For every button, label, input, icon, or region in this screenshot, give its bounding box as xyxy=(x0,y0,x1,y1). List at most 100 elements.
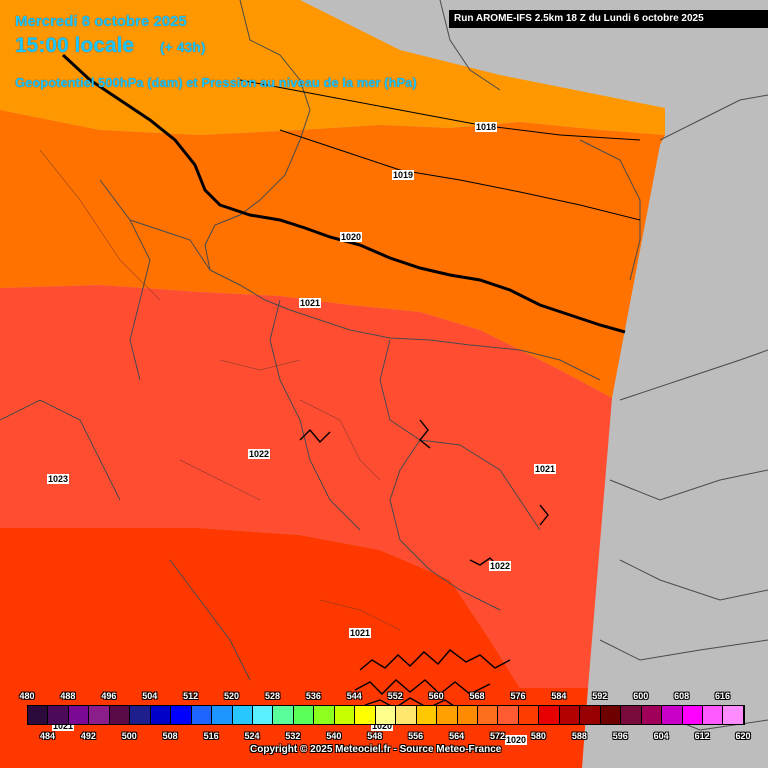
band-576 xyxy=(0,285,612,688)
scale-swatch xyxy=(375,706,397,724)
scale-label-bottom: 556 xyxy=(408,731,424,741)
scale-label-bottom: 548 xyxy=(367,731,383,741)
scale-label-bottom: 540 xyxy=(326,731,342,741)
scale-swatch xyxy=(539,706,560,724)
scale-label-bottom: 588 xyxy=(571,731,587,741)
isobar-label: 1020 xyxy=(504,735,528,745)
scale-label-bottom: 604 xyxy=(653,731,669,741)
scale-label-top: 616 xyxy=(715,691,731,701)
scale-label-top: 488 xyxy=(60,691,76,701)
country-borders xyxy=(0,0,768,731)
scale-swatch xyxy=(498,706,519,724)
scale-label-bottom: 484 xyxy=(39,731,55,741)
scale-label-bottom: 612 xyxy=(694,731,710,741)
scale-swatch xyxy=(723,706,744,724)
scale-swatch xyxy=(130,706,151,724)
scale-label-top: 576 xyxy=(510,691,526,701)
band-568 xyxy=(0,0,665,135)
forecast-time: 15:00 locale xyxy=(15,34,135,57)
scale-swatch xyxy=(396,706,417,724)
scale-swatch xyxy=(314,706,335,724)
scale-label-top: 520 xyxy=(224,691,240,701)
scale-label-top: 480 xyxy=(19,691,35,701)
scale-swatch xyxy=(641,706,663,724)
scale-swatch xyxy=(580,706,601,724)
isobar-1020-line xyxy=(61,53,626,334)
scale-label-bottom: 508 xyxy=(162,731,178,741)
scale-swatch xyxy=(68,706,90,724)
scale-swatch xyxy=(89,706,110,724)
scale-label-bottom: 524 xyxy=(244,731,260,741)
scale-label-bottom: 572 xyxy=(489,731,506,741)
scale-label-top: 496 xyxy=(101,691,117,701)
scale-label-bottom: 564 xyxy=(449,731,465,741)
scale-swatch xyxy=(600,706,622,724)
scale-swatch xyxy=(334,706,356,724)
forecast-offset: (+ 43h) xyxy=(160,39,206,55)
scale-label-top: 552 xyxy=(387,691,403,701)
scale-label-bottom: 500 xyxy=(121,731,137,741)
scale-label-bottom: 492 xyxy=(80,731,96,741)
scale-swatch xyxy=(702,706,724,724)
scale-swatch xyxy=(191,706,213,724)
scale-swatch xyxy=(171,706,192,724)
isobar-label: 1020 xyxy=(339,232,363,242)
scale-swatch xyxy=(662,706,683,724)
band-572 xyxy=(0,110,665,398)
scale-label-bottom: 516 xyxy=(203,731,219,741)
scale-swatch xyxy=(212,706,233,724)
scale-swatch xyxy=(48,706,69,724)
scale-label-bottom: 620 xyxy=(735,731,751,741)
scale-swatch xyxy=(437,706,458,724)
regional-lines xyxy=(39,149,401,631)
scale-label-bottom: 580 xyxy=(530,731,546,741)
isobar-label: 1021 xyxy=(533,464,557,474)
scale-swatch xyxy=(518,706,540,724)
isobar-label: 1022 xyxy=(488,561,512,571)
isobar-label: 1021 xyxy=(51,721,75,731)
isobar-label: 1021 xyxy=(348,628,372,638)
scale-label-bottom: 532 xyxy=(285,731,301,741)
scale-swatch xyxy=(621,706,642,724)
color-scale-bar xyxy=(27,705,745,725)
scale-swatch xyxy=(28,706,49,724)
scale-swatch xyxy=(232,706,253,724)
scale-label-top: 568 xyxy=(469,691,485,701)
scale-swatch xyxy=(457,706,478,724)
isobar-label: 1018 xyxy=(474,122,498,132)
scale-label-top: 592 xyxy=(592,691,608,701)
isobar-label: 1019 xyxy=(391,170,415,180)
scale-swatch xyxy=(355,706,376,724)
scale-label-top: 600 xyxy=(633,691,649,701)
scale-label-top: 544 xyxy=(346,691,362,701)
forecast-date: Mercredi 8 octobre 2025 xyxy=(15,13,187,30)
isobar-label: 1020 xyxy=(370,721,394,731)
geopotential-bands xyxy=(0,0,665,768)
scale-swatch xyxy=(109,706,131,724)
scale-label-bottom: 596 xyxy=(612,731,628,741)
isobar-label: 1022 xyxy=(247,449,271,459)
scale-swatch xyxy=(682,706,703,724)
isobar-label: 1023 xyxy=(46,474,70,484)
isobar-label: 1021 xyxy=(298,298,322,308)
scale-swatch xyxy=(273,706,294,724)
scale-label-top: 560 xyxy=(428,691,444,701)
scale-swatch xyxy=(477,706,499,724)
scale-label-top: 528 xyxy=(264,691,280,701)
scale-label-top: 504 xyxy=(142,691,158,701)
scale-label-top: 584 xyxy=(551,691,567,701)
scale-swatch xyxy=(150,706,172,724)
isobar-lines xyxy=(239,79,641,221)
scale-swatch xyxy=(416,706,438,724)
scale-swatch xyxy=(559,706,581,724)
scale-label-top: 536 xyxy=(305,691,321,701)
run-banner: Run AROME-IFS 2.5km 18 Z du Lundi 6 octo… xyxy=(449,10,768,28)
scale-label-top: 512 xyxy=(183,691,199,701)
scale-swatch xyxy=(252,706,274,724)
scale-label-top: 608 xyxy=(674,691,690,701)
copyright-notice: Copyright © 2025 Meteociel.fr - Source M… xyxy=(250,744,502,755)
color-scale-legend: 480 488 496 504 512 520 528 536 544 552 560 568 576 5… xyxy=(0,688,768,768)
field-description: Geopotentiel 500hPa (dam) et Pression au… xyxy=(15,75,417,90)
